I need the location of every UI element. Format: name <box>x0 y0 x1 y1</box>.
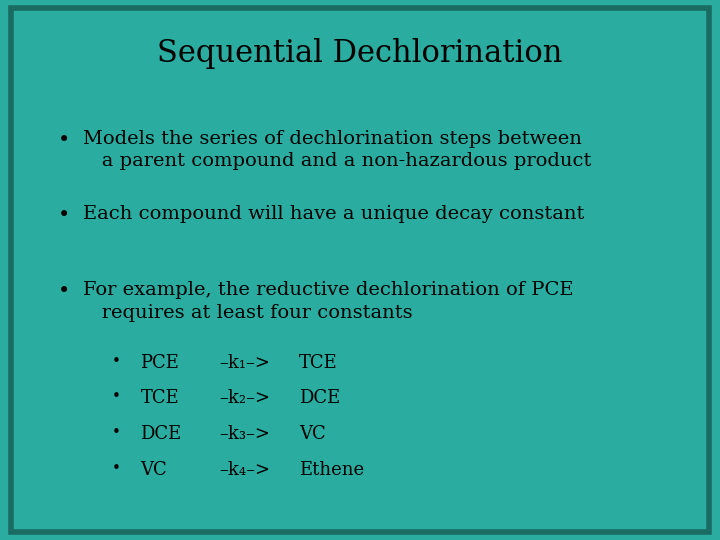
Text: •: • <box>112 389 120 404</box>
Text: •: • <box>58 130 70 150</box>
Text: –k₂–>: –k₂–> <box>220 389 271 407</box>
Text: •: • <box>112 425 120 440</box>
Text: –k₃–>: –k₃–> <box>220 425 271 443</box>
FancyBboxPatch shape <box>11 8 709 532</box>
Text: •: • <box>58 281 70 301</box>
Text: •: • <box>58 205 70 225</box>
Text: TCE: TCE <box>299 354 338 372</box>
Text: Ethene: Ethene <box>299 461 364 478</box>
Text: For example, the reductive dechlorination of PCE
   requires at least four const: For example, the reductive dechlorinatio… <box>83 281 573 322</box>
Text: •: • <box>112 461 120 476</box>
Text: Each compound will have a unique decay constant: Each compound will have a unique decay c… <box>83 205 584 223</box>
Text: VC: VC <box>299 425 325 443</box>
Text: –k₁–>: –k₁–> <box>220 354 271 372</box>
Text: DCE: DCE <box>140 425 181 443</box>
Text: •: • <box>112 354 120 369</box>
Text: TCE: TCE <box>140 389 179 407</box>
Text: Models the series of dechlorination steps between
   a parent compound and a non: Models the series of dechlorination step… <box>83 130 591 171</box>
Text: VC: VC <box>140 461 167 478</box>
Text: –k₄–>: –k₄–> <box>220 461 271 478</box>
Text: PCE: PCE <box>140 354 179 372</box>
Text: Sequential Dechlorination: Sequential Dechlorination <box>157 38 563 69</box>
Text: DCE: DCE <box>299 389 340 407</box>
